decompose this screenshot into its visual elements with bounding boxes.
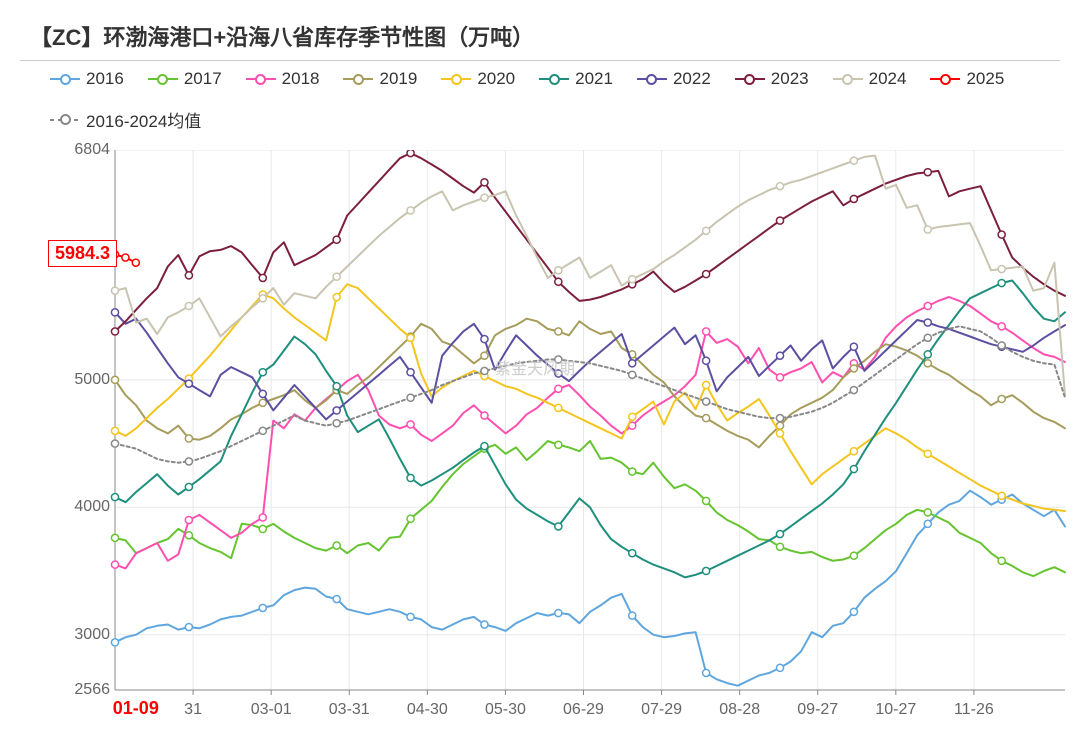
- current-value-callout: 5984.3: [48, 240, 117, 267]
- x-tick-label: 04-30: [407, 701, 448, 719]
- legend: 2016 2017 2018 2019 2020 2021 2022 2023 2024 2025…: [20, 60, 1060, 144]
- legend-item-2019[interactable]: 2019: [343, 69, 417, 89]
- legend-item-2017[interactable]: 2017: [148, 69, 222, 89]
- legend-marker-icon: [50, 113, 80, 127]
- legend-item-2018[interactable]: 2018: [246, 69, 320, 89]
- chart-container: 【ZC】环渤海港口+沿海八省库存季节性图（万吨） 201620172018201…: [0, 0, 1080, 747]
- legend-marker-icon: [539, 72, 569, 86]
- legend-item-2022[interactable]: 2022: [637, 69, 711, 89]
- legend-item-2024[interactable]: 2024: [833, 69, 907, 89]
- legend-label: 2018: [282, 69, 320, 89]
- y-tick-label: 3000: [74, 626, 110, 644]
- plot-area: 紫金天风期 256630004000500068043103-0103-3104…: [20, 150, 1060, 715]
- legend-item-2023[interactable]: 2023: [735, 69, 809, 89]
- x-tick-label: 31: [184, 701, 202, 719]
- legend-label: 2024: [869, 69, 907, 89]
- legend-item-2021[interactable]: 2021: [539, 69, 613, 89]
- current-date-label: 01-09: [113, 698, 159, 719]
- legend-label: 2016: [86, 69, 124, 89]
- y-tick-label: 5000: [74, 371, 110, 389]
- legend-item-2016[interactable]: 2016: [50, 69, 124, 89]
- legend-label: 2025: [966, 69, 1004, 89]
- legend-label: 2023: [771, 69, 809, 89]
- legend-marker-icon: [833, 72, 863, 86]
- legend-marker-icon: [343, 72, 373, 86]
- x-tick-label: 03-01: [251, 701, 292, 719]
- y-tick-label: 6804: [74, 141, 110, 159]
- legend-label: 2016-2024均值: [86, 107, 201, 132]
- chart-svg: [20, 150, 1080, 720]
- legend-marker-icon: [637, 72, 667, 86]
- y-tick-label: 4000: [74, 498, 110, 516]
- x-tick-label: 05-30: [485, 701, 526, 719]
- legend-item-2020[interactable]: 2020: [441, 69, 515, 89]
- legend-label: 2020: [477, 69, 515, 89]
- legend-label: 2017: [184, 69, 222, 89]
- legend-marker-icon: [148, 72, 178, 86]
- x-tick-label: 11-26: [954, 701, 994, 719]
- legend-item-2016-2024均值[interactable]: 2016-2024均值: [50, 107, 201, 132]
- legend-item-2025[interactable]: 2025: [930, 69, 1004, 89]
- chart-title: 【ZC】环渤海港口+沿海八省库存季节性图（万吨）: [20, 20, 1060, 52]
- legend-label: 2019: [379, 69, 417, 89]
- legend-label: 2021: [575, 69, 613, 89]
- legend-marker-icon: [246, 72, 276, 86]
- x-tick-label: 07-29: [641, 701, 682, 719]
- legend-marker-icon: [50, 72, 80, 86]
- legend-label: 2022: [673, 69, 711, 89]
- x-tick-label: 08-28: [719, 701, 760, 719]
- legend-marker-icon: [930, 72, 960, 86]
- legend-marker-icon: [735, 72, 765, 86]
- x-tick-label: 03-31: [329, 701, 370, 719]
- x-tick-label: 10-27: [875, 701, 916, 719]
- y-tick-label: 2566: [74, 681, 110, 699]
- x-tick-label: 09-27: [797, 701, 838, 719]
- legend-marker-icon: [441, 72, 471, 86]
- x-tick-label: 06-29: [563, 701, 604, 719]
